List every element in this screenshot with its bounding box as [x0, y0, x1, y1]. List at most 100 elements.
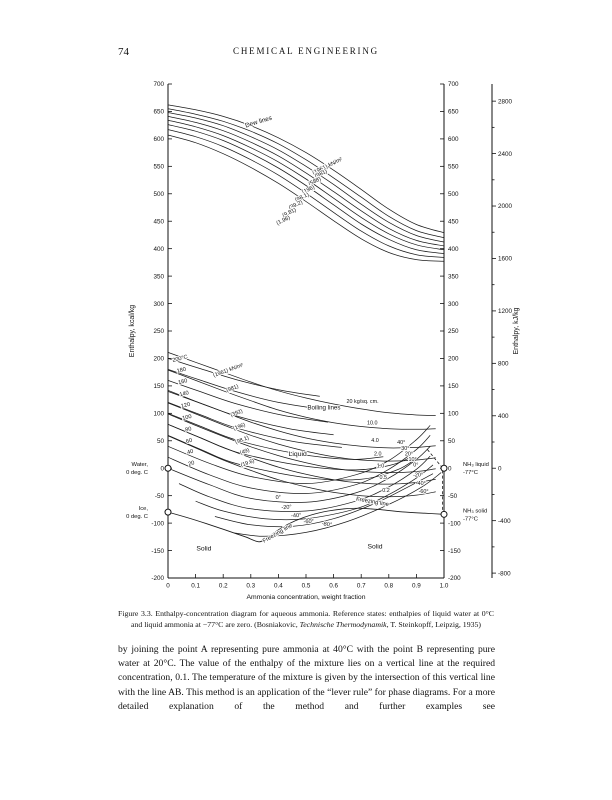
caption-label: Figure 3.3.: [118, 609, 153, 618]
svg-text:450: 450: [153, 218, 164, 225]
svg-text:350: 350: [448, 273, 459, 280]
svg-text:100: 100: [153, 411, 164, 418]
svg-text:-77°C: -77°C: [463, 470, 478, 476]
svg-text:Liquid: Liquid: [289, 451, 307, 458]
svg-text:0.3: 0.3: [246, 583, 255, 590]
svg-text:Solid: Solid: [367, 543, 382, 550]
svg-text:-60°: -60°: [419, 489, 429, 495]
svg-text:Water,: Water,: [131, 462, 148, 468]
svg-text:(981): (981): [226, 384, 240, 394]
svg-text:700: 700: [153, 81, 164, 88]
svg-text:800: 800: [498, 361, 509, 368]
svg-text:200: 200: [448, 356, 459, 363]
svg-text:-80°: -80°: [321, 521, 332, 528]
svg-text:2000: 2000: [498, 203, 513, 210]
svg-text:-150: -150: [448, 548, 461, 555]
svg-text:-50: -50: [448, 493, 458, 500]
caption-italic-title: Technische Thermodynamik: [299, 620, 387, 629]
svg-text:-150: -150: [151, 548, 164, 555]
page-number: 74: [118, 46, 129, 58]
svg-text:-40°: -40°: [291, 513, 302, 520]
svg-text:2.0: 2.0: [374, 452, 382, 458]
svg-text:0.8: 0.8: [384, 583, 393, 590]
svg-text:250: 250: [153, 328, 164, 335]
caption-text-1: Enthalpy-concentration diagram for aqueo…: [130, 609, 494, 629]
svg-text:600: 600: [153, 136, 164, 143]
figure-3-3: 700 700 650 650 600 600 550 550 500 500 450 450 400 4…: [124, 70, 520, 604]
svg-text:400: 400: [153, 246, 164, 253]
svg-text:0.5: 0.5: [302, 583, 311, 590]
svg-text:300: 300: [448, 301, 459, 308]
svg-text:550: 550: [153, 164, 164, 171]
svg-text:0: 0: [166, 583, 170, 590]
svg-text:-20°: -20°: [281, 504, 292, 511]
svg-text:150: 150: [448, 383, 459, 390]
svg-text:120: 120: [180, 402, 191, 410]
svg-text:0.7: 0.7: [357, 583, 366, 590]
svg-text:80: 80: [185, 426, 193, 433]
svg-text:0.5: 0.5: [380, 475, 388, 481]
svg-text:-200: -200: [151, 575, 164, 582]
svg-text:1200: 1200: [498, 308, 513, 315]
svg-text:-400: -400: [498, 518, 511, 525]
svg-text:-77°C: -77°C: [463, 516, 478, 522]
svg-text:350: 350: [153, 273, 164, 280]
svg-text:60: 60: [185, 438, 193, 445]
svg-text:200: 200: [153, 356, 164, 363]
svg-text:NH₃ solid: NH₃ solid: [463, 508, 487, 514]
svg-text:0.1: 0.1: [191, 583, 200, 590]
svg-text:0: 0: [160, 465, 164, 472]
svg-text:0°: 0°: [413, 463, 418, 469]
svg-text:0.4: 0.4: [274, 583, 283, 590]
svg-text:(1.96): (1.96): [276, 215, 292, 227]
svg-text:-50: -50: [155, 493, 165, 500]
svg-text:0.6: 0.6: [329, 583, 338, 590]
svg-text:-20°: -20°: [413, 472, 423, 478]
svg-text:700: 700: [448, 81, 459, 88]
svg-text:180: 180: [176, 367, 187, 375]
svg-text:Ammonia concentration, weight: Ammonia concentration, weight fraction: [246, 594, 365, 601]
svg-text:-200: -200: [448, 575, 461, 582]
body-paragraph: by joining the point A representing pure…: [118, 644, 495, 712]
svg-text:(49): (49): [239, 447, 250, 456]
svg-text:-800: -800: [498, 570, 511, 577]
svg-text:(392): (392): [230, 408, 244, 418]
svg-text:Boiling lines: Boiling lines: [307, 404, 340, 411]
svg-text:Enthalpy, kJ/kg: Enthalpy, kJ/kg: [513, 307, 520, 354]
svg-text:-60°: -60°: [303, 519, 314, 526]
svg-text:400: 400: [498, 413, 509, 420]
svg-text:2800: 2800: [498, 98, 513, 105]
running-head: CHEMICAL ENGINEERING: [233, 46, 379, 56]
svg-text:-100: -100: [151, 520, 164, 527]
svg-text:160: 160: [178, 378, 189, 386]
svg-text:600: 600: [448, 136, 459, 143]
svg-text:400: 400: [448, 246, 459, 253]
svg-text:30°: 30°: [401, 446, 409, 452]
svg-text:150: 150: [153, 383, 164, 390]
svg-text:500: 500: [448, 191, 459, 198]
svg-text:Dew lines: Dew lines: [244, 115, 273, 130]
svg-text:-100: -100: [448, 520, 461, 527]
svg-text:Enthalpy, kcal/kg: Enthalpy, kcal/kg: [129, 305, 136, 358]
svg-text:-40°: -40°: [416, 481, 426, 487]
svg-text:0.9: 0.9: [412, 583, 421, 590]
svg-text:650: 650: [448, 109, 459, 116]
svg-text:10°: 10°: [408, 457, 416, 463]
svg-text:NH₃ liquid: NH₃ liquid: [463, 462, 489, 468]
svg-text:50: 50: [448, 438, 456, 445]
svg-text:20°: 20°: [405, 452, 413, 458]
caption-text-2: , T. Steinkopff, Leipzig, 1935): [386, 620, 481, 629]
svg-text:650: 650: [153, 109, 164, 116]
svg-text:0.2: 0.2: [382, 488, 390, 494]
svg-text:100: 100: [448, 411, 459, 418]
svg-text:140: 140: [179, 390, 190, 398]
svg-text:500: 500: [153, 191, 164, 198]
svg-text:20: 20: [188, 460, 196, 467]
svg-text:200°C: 200°C: [172, 354, 189, 364]
svg-text:Freezing line: Freezing line: [356, 497, 390, 509]
svg-text:550: 550: [448, 164, 459, 171]
svg-text:0°: 0°: [275, 495, 281, 501]
svg-text:50: 50: [157, 438, 165, 445]
